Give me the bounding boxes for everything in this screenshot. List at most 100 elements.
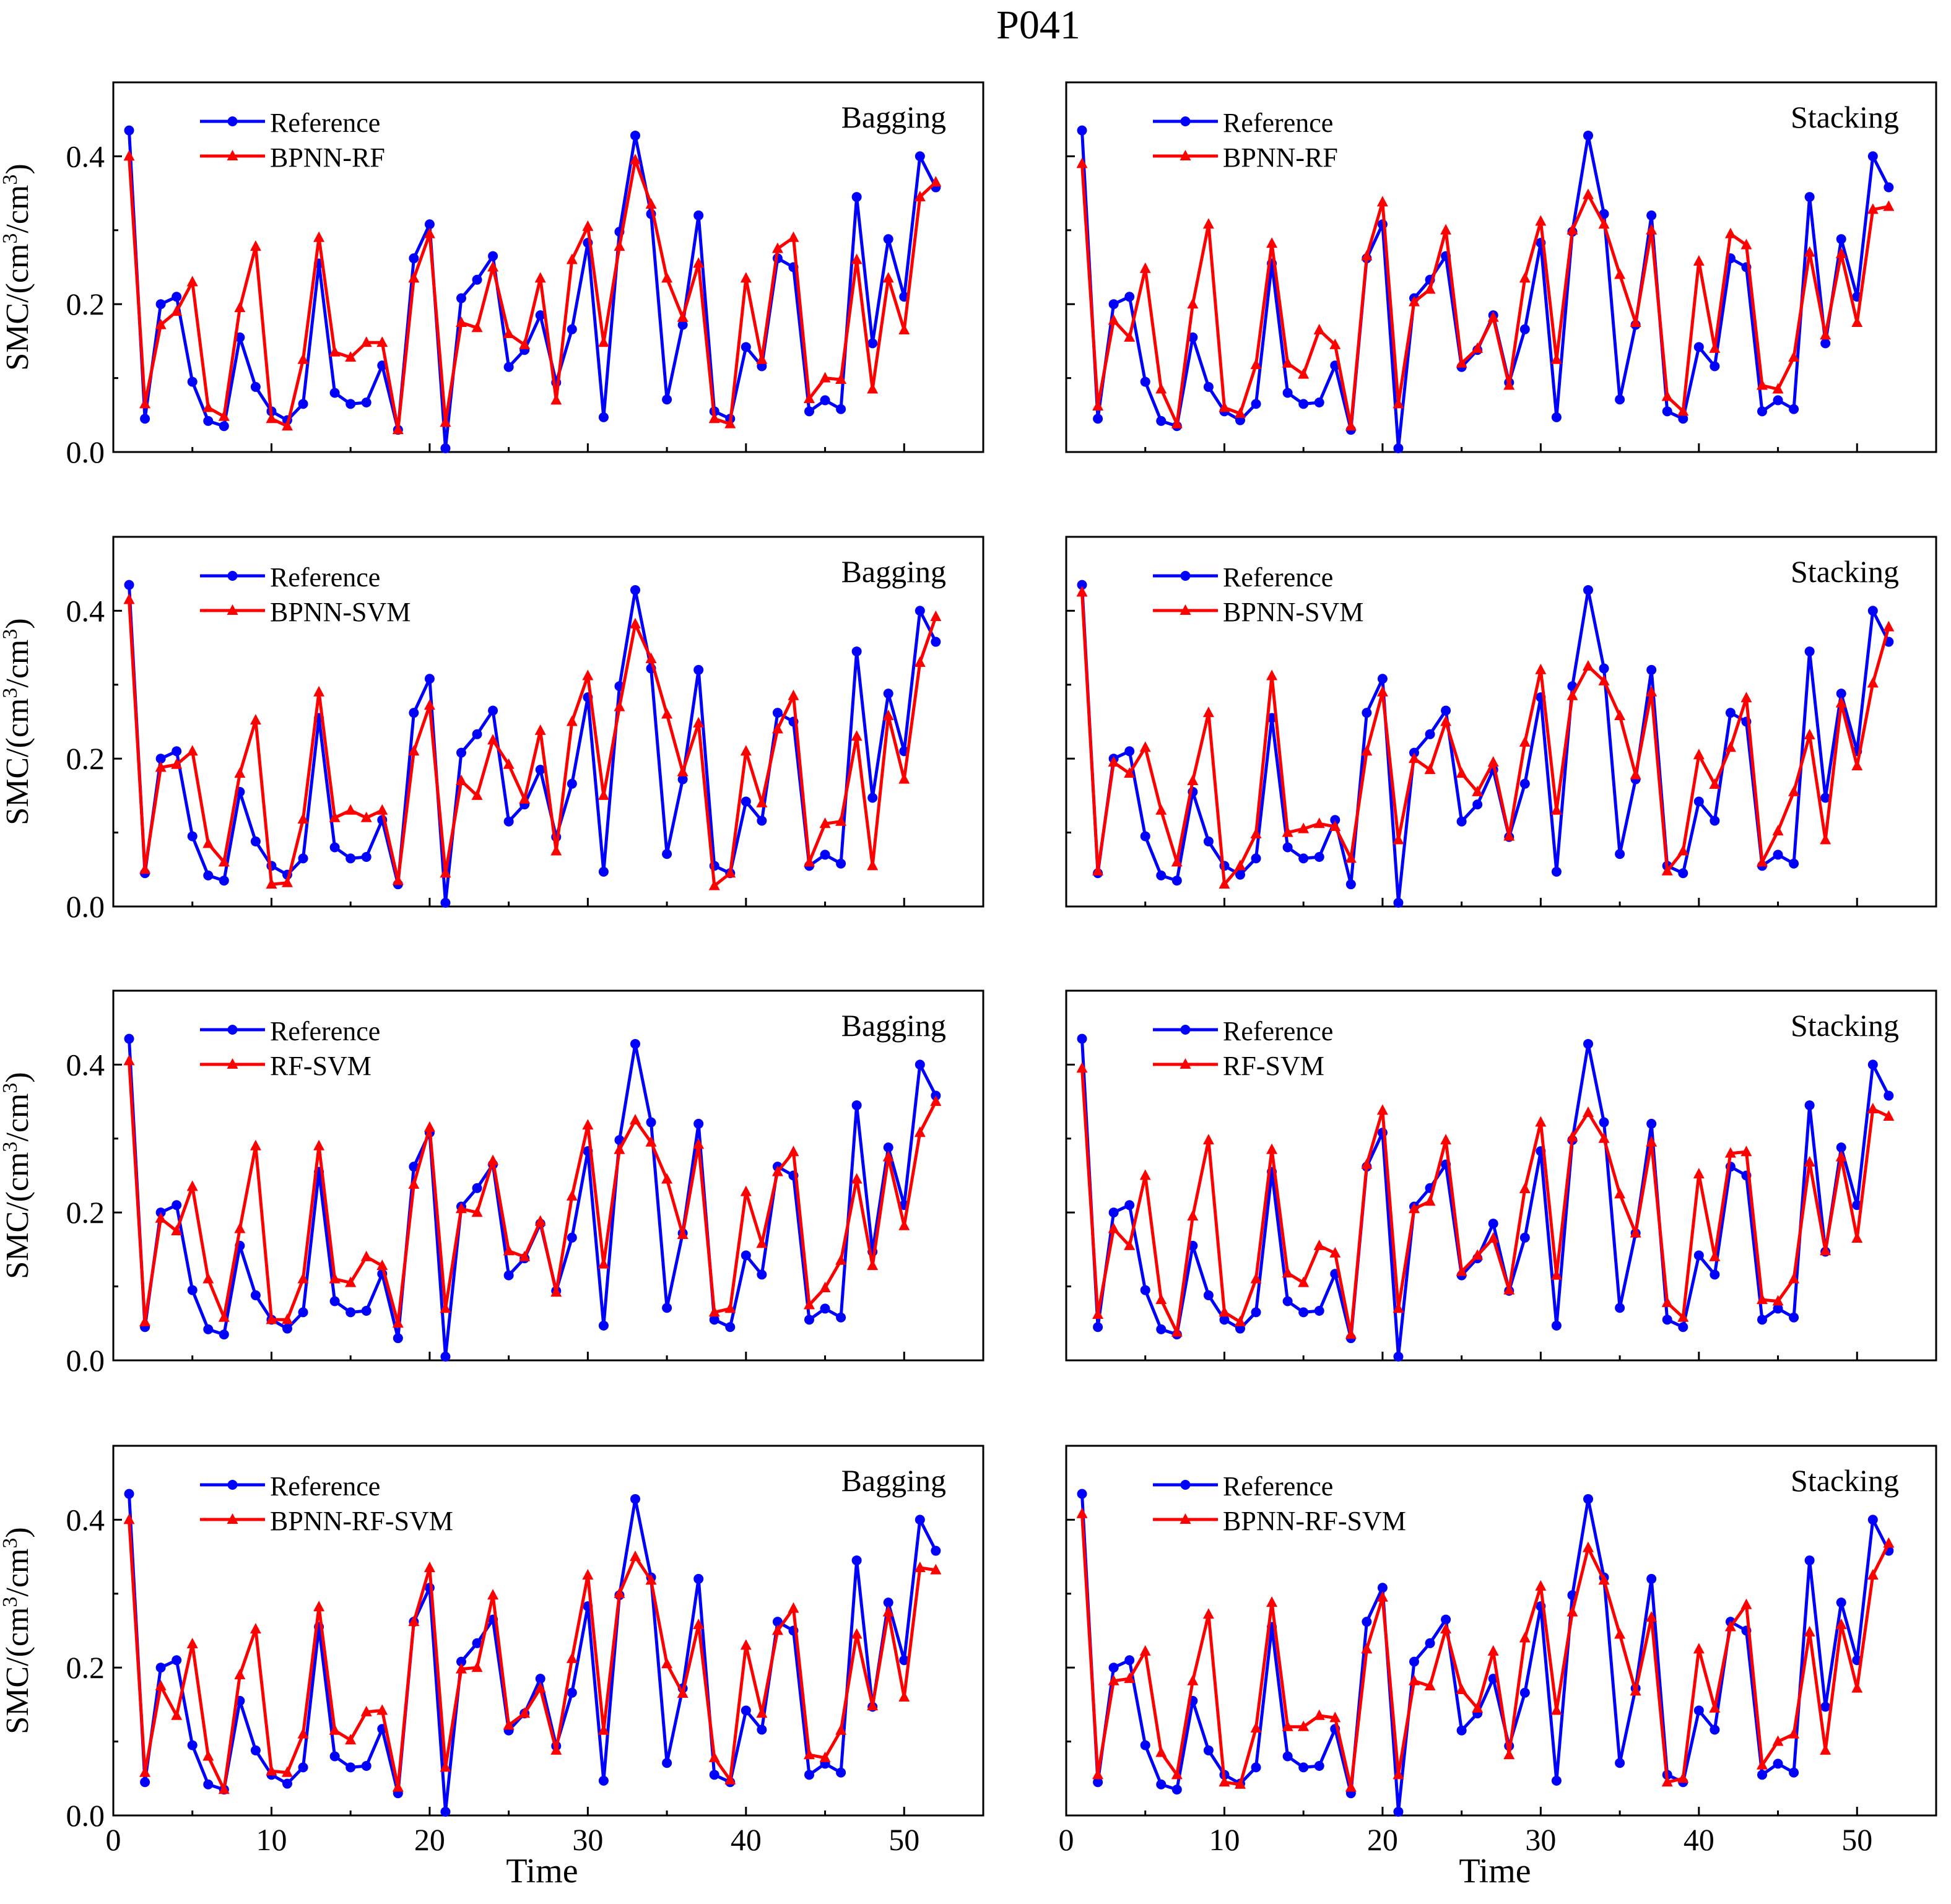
y-tick-label: 0.2 — [66, 1650, 105, 1685]
data-point-reference — [409, 253, 419, 264]
data-point-reference — [709, 1770, 719, 1780]
data-point-reference — [172, 1655, 182, 1666]
data-point-model — [1298, 368, 1310, 379]
y-axis-label-part: SMC/(cm — [0, 244, 35, 371]
data-point-model — [1883, 620, 1895, 632]
data-point-reference — [361, 398, 372, 408]
data-point-model — [882, 1150, 894, 1162]
series-line — [128, 1061, 937, 1325]
data-point-model — [708, 879, 720, 890]
data-point-model — [630, 1113, 641, 1124]
data-point-reference — [1456, 816, 1467, 827]
data-point-reference — [1836, 689, 1846, 699]
data-point-model — [1851, 760, 1863, 771]
data-point-model — [1757, 1293, 1768, 1305]
data-point-model — [534, 272, 546, 283]
data-point-model — [566, 1652, 578, 1663]
data-point-model — [1693, 749, 1705, 760]
data-point-model — [661, 1658, 673, 1669]
series-model — [1076, 1507, 1895, 1792]
data-point-model — [329, 1272, 341, 1284]
data-point-model — [1772, 1735, 1784, 1746]
y-axis-label: SMC/(cm3/cm3) — [0, 618, 35, 825]
data-point-model — [1250, 1272, 1262, 1284]
legend-label: Reference — [1223, 1016, 1333, 1046]
data-point-model — [1535, 1580, 1547, 1591]
data-point-model — [645, 198, 657, 209]
data-point-model — [1139, 1169, 1151, 1180]
data-point-model — [724, 417, 736, 428]
data-point-model — [930, 1563, 942, 1575]
data-point-reference — [345, 1762, 356, 1773]
data-point-reference — [630, 130, 640, 141]
legend-label: BPNN-RF — [270, 142, 385, 173]
data-point-reference — [155, 754, 166, 764]
data-point-reference — [915, 151, 925, 162]
data-point-reference — [820, 395, 830, 406]
data-point-reference — [1298, 1307, 1309, 1318]
data-point-reference — [472, 1183, 482, 1193]
data-point-model — [1851, 1232, 1863, 1243]
legend-label: BPNN-SVM — [270, 597, 411, 627]
data-point-model — [1566, 1606, 1578, 1617]
y-tick-label: 0.2 — [66, 741, 105, 776]
data-point-model — [1139, 262, 1151, 273]
x-tick-label: 10 — [1209, 1822, 1240, 1857]
data-point-model — [297, 813, 309, 824]
data-point-model — [582, 1119, 594, 1130]
data-point-model — [1677, 845, 1689, 856]
data-point-reference — [424, 219, 435, 230]
data-point-reference — [1298, 853, 1309, 864]
data-point-reference — [630, 1493, 640, 1504]
data-point-model — [1171, 1326, 1183, 1337]
data-point-reference — [1108, 1663, 1119, 1673]
data-point-reference — [440, 898, 451, 908]
data-point-model — [1757, 1758, 1768, 1770]
data-point-reference — [219, 421, 229, 432]
data-point-model — [614, 240, 625, 251]
legend-marker-triangle — [1180, 1058, 1191, 1069]
data-point-reference — [124, 1489, 134, 1499]
data-point-model — [1503, 830, 1515, 841]
data-point-model — [661, 1173, 673, 1184]
y-tick-label: 0.2 — [66, 287, 105, 321]
data-point-model — [519, 1707, 531, 1718]
data-point-reference — [1583, 130, 1593, 141]
data-point-model — [1187, 1674, 1199, 1685]
y-axis-label-superscript: 3 — [0, 175, 22, 185]
data-point-model — [550, 1286, 562, 1297]
data-point-model — [234, 302, 246, 313]
y-tick-label: 0.4 — [66, 1047, 105, 1082]
data-point-model — [788, 689, 799, 700]
data-point-model — [1519, 1632, 1531, 1643]
data-point-reference — [203, 415, 214, 426]
data-point-model — [456, 1202, 467, 1214]
data-point-model — [1788, 1272, 1800, 1284]
data-point-reference — [203, 870, 214, 880]
y-axis-label-superscript: 3 — [0, 233, 22, 244]
data-point-model — [566, 715, 578, 726]
data-point-model — [186, 276, 198, 287]
data-point-model — [756, 1707, 768, 1718]
data-point-model — [708, 1751, 720, 1762]
data-point-model — [1614, 1628, 1626, 1639]
data-point-model — [1424, 1680, 1436, 1691]
data-point-reference — [836, 1312, 846, 1323]
data-point-model — [1329, 820, 1341, 832]
data-point-model — [1108, 314, 1119, 325]
data-point-model — [1376, 1104, 1388, 1115]
data-point-model — [503, 1719, 515, 1730]
data-point-reference — [298, 853, 308, 864]
data-point-model — [1724, 227, 1736, 238]
data-point-reference — [1362, 1617, 1372, 1627]
data-point-model — [392, 874, 404, 885]
data-point-reference — [488, 251, 498, 261]
data-point-reference — [1251, 399, 1261, 409]
data-point-reference — [1583, 1493, 1593, 1504]
data-point-model — [1440, 1623, 1452, 1634]
data-point-model — [487, 1154, 499, 1165]
data-point-model — [1867, 203, 1879, 214]
data-point-model — [503, 327, 515, 338]
data-point-model — [661, 708, 673, 719]
data-point-model — [851, 1628, 863, 1639]
